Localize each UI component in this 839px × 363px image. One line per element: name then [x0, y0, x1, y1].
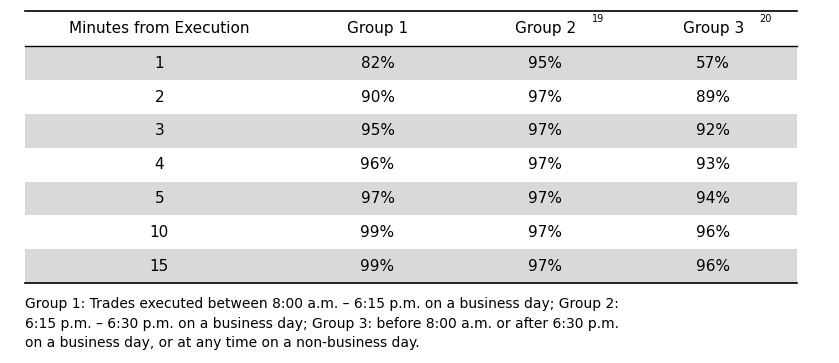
Text: 89%: 89%: [696, 90, 730, 105]
Text: 20: 20: [759, 13, 772, 24]
Text: Minutes from Execution: Minutes from Execution: [69, 21, 250, 36]
Text: 57%: 57%: [696, 56, 730, 71]
Text: Group 1: Trades executed between 8:00 a.m. – 6:15 p.m. on a business day; Group : Group 1: Trades executed between 8:00 a.…: [25, 297, 619, 350]
Text: 1: 1: [154, 56, 164, 71]
Text: 19: 19: [591, 13, 604, 24]
Text: 4: 4: [154, 157, 164, 172]
Text: 96%: 96%: [361, 157, 394, 172]
Text: 96%: 96%: [696, 259, 730, 274]
Text: 95%: 95%: [361, 123, 394, 138]
Text: 15: 15: [150, 259, 169, 274]
Text: 93%: 93%: [696, 157, 730, 172]
Text: 96%: 96%: [696, 225, 730, 240]
Text: 97%: 97%: [529, 90, 562, 105]
Text: 97%: 97%: [529, 191, 562, 206]
Bar: [25, 249, 797, 283]
Text: Group 1: Group 1: [347, 21, 408, 36]
Text: 97%: 97%: [529, 157, 562, 172]
Text: 2: 2: [154, 90, 164, 105]
Text: 97%: 97%: [529, 225, 562, 240]
Text: Group 3: Group 3: [682, 21, 744, 36]
Text: Group 2: Group 2: [515, 21, 576, 36]
Text: 10: 10: [150, 225, 169, 240]
Text: 99%: 99%: [361, 225, 394, 240]
Text: 95%: 95%: [529, 56, 562, 71]
Text: 97%: 97%: [361, 191, 394, 206]
Text: 97%: 97%: [529, 123, 562, 138]
Bar: [25, 182, 797, 216]
Text: 94%: 94%: [696, 191, 730, 206]
Text: 3: 3: [154, 123, 164, 138]
Text: 99%: 99%: [361, 259, 394, 274]
Text: 82%: 82%: [361, 56, 394, 71]
Bar: [25, 114, 797, 148]
Text: 92%: 92%: [696, 123, 730, 138]
Text: 90%: 90%: [361, 90, 394, 105]
Bar: [25, 46, 797, 80]
Text: 5: 5: [154, 191, 164, 206]
Text: 97%: 97%: [529, 259, 562, 274]
